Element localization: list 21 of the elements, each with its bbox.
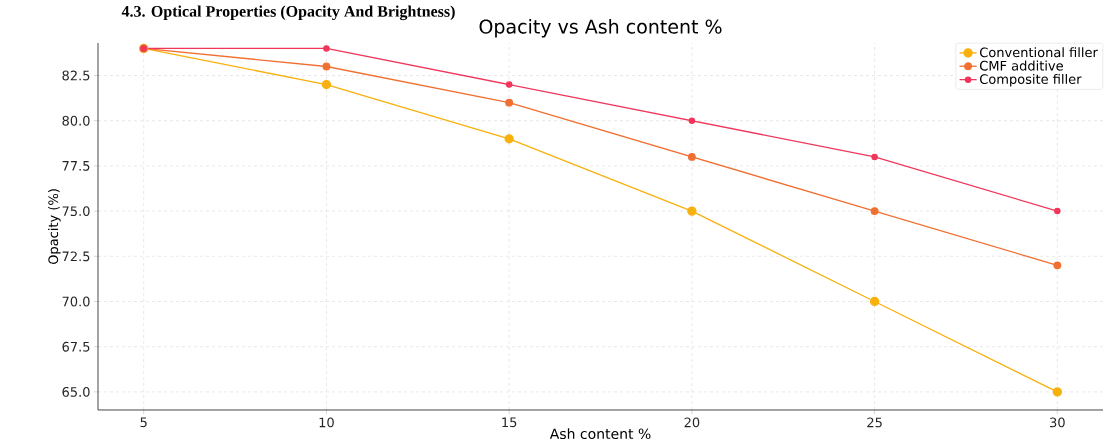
legend-label: Conventional filler xyxy=(980,47,1098,58)
x-tick-label: 15 xyxy=(502,417,517,428)
y-tick-label: 75.0 xyxy=(62,206,90,217)
y-tick-label: 82.5 xyxy=(62,70,90,81)
x-tick-label: 30 xyxy=(1050,417,1065,428)
chart-title: Opacity vs Ash content % xyxy=(479,19,722,38)
y-tick-label: 70.0 xyxy=(62,296,90,307)
y-tick-label: 77.5 xyxy=(62,161,90,171)
y-axis-title: Opacity (%) xyxy=(48,189,61,265)
legend-label: CMF additive xyxy=(980,60,1063,71)
x-tick-label: 20 xyxy=(684,417,700,428)
y-tick-label: 67.5 xyxy=(62,341,90,352)
y-tick-label: 72.5 xyxy=(62,251,90,262)
x-tick-label: 25 xyxy=(867,417,882,428)
x-tick-label: 5 xyxy=(140,417,147,428)
x-axis-title: Ash content % xyxy=(549,428,651,440)
y-tick-label: 65.0 xyxy=(62,386,90,397)
y-tick-label: 80.0 xyxy=(62,115,90,126)
x-tick-label: 10 xyxy=(319,417,334,428)
text: 4.3. Optical Properties (Opacity And Brightness) xyxy=(121,5,455,21)
legend-label: Composite filler xyxy=(980,73,1082,87)
